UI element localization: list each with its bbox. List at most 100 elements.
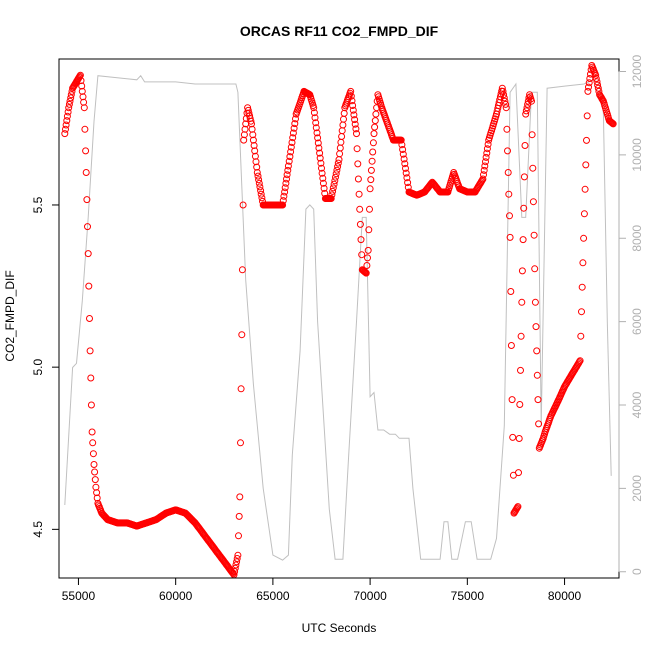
data-point: [231, 568, 239, 575]
data-point: [594, 84, 602, 92]
data-point: [318, 164, 325, 172]
data-point: [349, 106, 357, 114]
series-line-altitude: [64, 74, 612, 561]
data-point: [356, 220, 364, 228]
data-point: [518, 267, 526, 275]
data-point: [585, 79, 593, 87]
data-point: [284, 162, 292, 170]
data-point: [482, 153, 490, 161]
x-tick-label: 80000: [548, 589, 582, 603]
data-point: [310, 109, 318, 117]
data-point: [592, 75, 600, 82]
data-point: [347, 87, 355, 95]
data-point: [502, 100, 510, 108]
data-point: [531, 298, 539, 306]
plot-layer: [61, 62, 617, 579]
data-point: [522, 110, 530, 118]
data-point: [520, 204, 528, 212]
data-point: [333, 166, 341, 174]
data-point: [234, 551, 242, 559]
data-point: [531, 265, 539, 273]
data-point: [578, 308, 585, 316]
data-point: [402, 164, 409, 172]
data-point: [313, 129, 321, 137]
y2-tick-label: 4000: [630, 391, 644, 418]
data-point: [78, 87, 86, 95]
data-point: [516, 401, 524, 408]
data-point: [581, 185, 589, 193]
data-point: [507, 342, 515, 349]
y2-tick-label: 12000: [630, 54, 644, 88]
data-point: [286, 153, 294, 161]
data-point: [520, 173, 528, 181]
data-point: [65, 104, 73, 112]
data-point: [314, 139, 322, 147]
data-point: [289, 134, 297, 142]
data-point: [350, 111, 358, 119]
data-point: [284, 166, 292, 174]
y2-tick-label: 8000: [630, 225, 644, 252]
y-tick-label: 4.5: [31, 521, 45, 538]
data-point: [584, 87, 592, 95]
x-tick-label: 60000: [159, 589, 193, 603]
data-point: [283, 175, 290, 183]
data-point: [255, 179, 263, 187]
data-point: [480, 166, 488, 174]
data-point: [314, 134, 322, 142]
data-point: [253, 163, 261, 171]
data-point: [528, 131, 536, 139]
data-point: [362, 269, 370, 277]
data-point: [317, 159, 325, 167]
data-point: [500, 94, 508, 102]
data-point: [399, 146, 407, 153]
data-point: [513, 504, 521, 512]
data-point: [402, 169, 410, 177]
data-point: [311, 114, 319, 122]
data-point: [329, 184, 337, 192]
data-point: [327, 195, 335, 202]
data-point: [517, 366, 524, 374]
data-point: [292, 115, 299, 123]
data-point: [248, 120, 255, 128]
data-point: [231, 564, 239, 572]
data-point: [357, 236, 365, 244]
y2-tick-label: 2000: [630, 475, 644, 502]
data-point: [529, 164, 537, 172]
data-point: [340, 109, 348, 117]
data-point: [248, 125, 256, 133]
data-point: [507, 288, 515, 295]
data-point: [84, 250, 92, 258]
x-axis-label: UTC Seconds: [302, 621, 377, 635]
data-point: [368, 157, 376, 165]
data-point: [319, 174, 327, 182]
data-point: [91, 476, 99, 484]
data-point: [257, 190, 265, 198]
data-point: [580, 234, 588, 242]
data-point: [533, 371, 541, 379]
data-point: [66, 97, 74, 105]
data-point: [362, 269, 370, 276]
data-point: [86, 347, 94, 355]
data-point: [370, 130, 378, 138]
data-point: [65, 100, 73, 108]
data-point: [63, 112, 71, 120]
data-point: [64, 108, 72, 116]
data-point: [367, 176, 375, 184]
data-point: [334, 159, 342, 167]
data-point: [530, 231, 538, 239]
y2-tick-label: 0: [630, 568, 644, 575]
data-point: [78, 82, 86, 90]
data-point: [238, 266, 246, 274]
axis-layer: 55000 60000 65000 70000 75000 80000 4.5 5.0 5.5 0…: [31, 54, 644, 603]
data-point: [312, 119, 320, 127]
data-point: [518, 298, 526, 306]
data-point: [82, 147, 90, 155]
data-point: [280, 192, 288, 200]
data-point: [251, 147, 259, 155]
data-point: [315, 144, 323, 152]
data-point: [92, 483, 100, 491]
data-point: [240, 136, 248, 144]
data-point: [398, 141, 406, 149]
data-point: [349, 102, 357, 109]
data-point: [291, 120, 299, 128]
